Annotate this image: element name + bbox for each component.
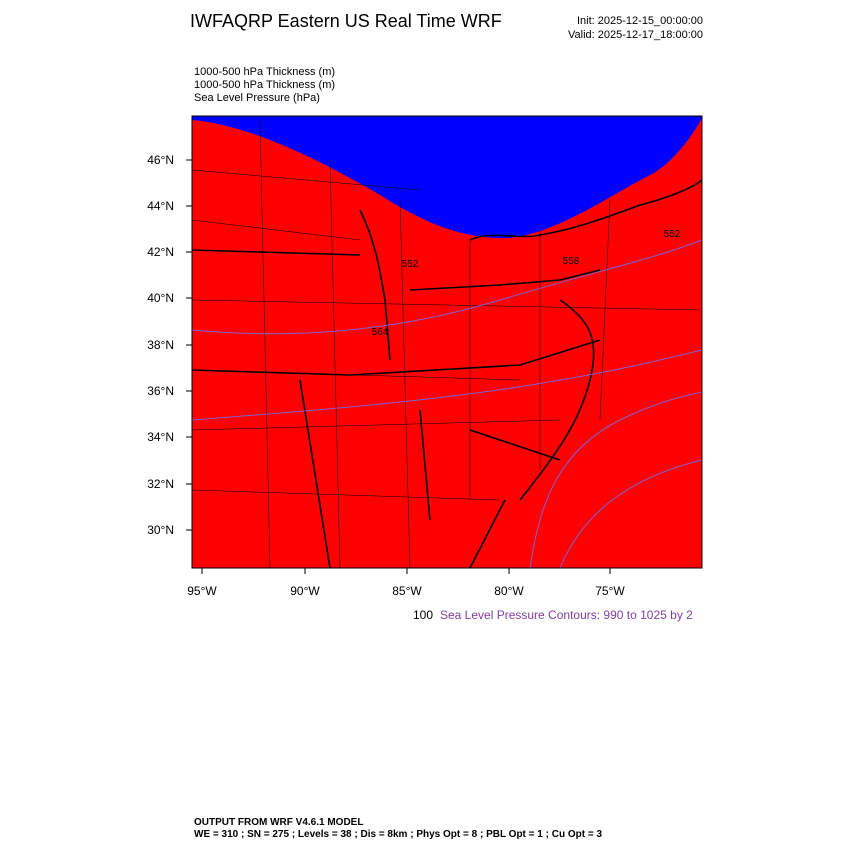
contour-note: Sea Level Pressure Contours: 990 to 1025…: [440, 608, 693, 622]
contour-label: 552: [664, 229, 681, 240]
contour-label: 552: [402, 259, 419, 270]
contour-prefix: 100: [413, 608, 433, 622]
footer-line: WE = 310 ; SN = 275 ; Levels = 38 ; Dis …: [194, 829, 602, 840]
init-time: Init: 2025-12-15_00:00:00: [577, 15, 703, 27]
lat-label: 30°N: [147, 523, 174, 537]
lon-label: 90°W: [290, 584, 320, 598]
contour-label: 558: [563, 256, 580, 267]
lat-label: 38°N: [147, 338, 174, 352]
field-label: Sea Level Pressure (hPa): [194, 92, 320, 104]
lat-label: 40°N: [147, 291, 174, 305]
contour-label: 564: [372, 327, 389, 338]
lat-label: 34°N: [147, 430, 174, 444]
map-frame: [191, 115, 703, 569]
field-label: 1000-500 hPa Thickness (m): [194, 79, 335, 91]
pressure-contours: [192, 239, 702, 568]
state-lines: [192, 179, 702, 568]
county-lines: [192, 119, 701, 568]
thickness-fill-cold: [192, 116, 702, 239]
footer-line: OUTPUT FROM WRF V4.6.1 MODEL: [194, 817, 363, 828]
lat-label: 32°N: [147, 477, 174, 491]
valid-time: Valid: 2025-12-17_18:00:00: [568, 29, 703, 41]
lon-label: 75°W: [595, 584, 625, 598]
field-label: 1000-500 hPa Thickness (m): [194, 66, 335, 78]
title: IWFAQRP Eastern US Real Time WRF: [190, 11, 502, 31]
lon-label: 80°W: [494, 584, 524, 598]
lat-label: 36°N: [147, 384, 174, 398]
lat-label: 44°N: [147, 199, 174, 213]
lat-label: 42°N: [147, 245, 174, 259]
lat-label: 46°N: [147, 153, 174, 167]
lon-label: 85°W: [392, 584, 422, 598]
lon-label: 95°W: [187, 584, 217, 598]
map: [192, 116, 702, 568]
